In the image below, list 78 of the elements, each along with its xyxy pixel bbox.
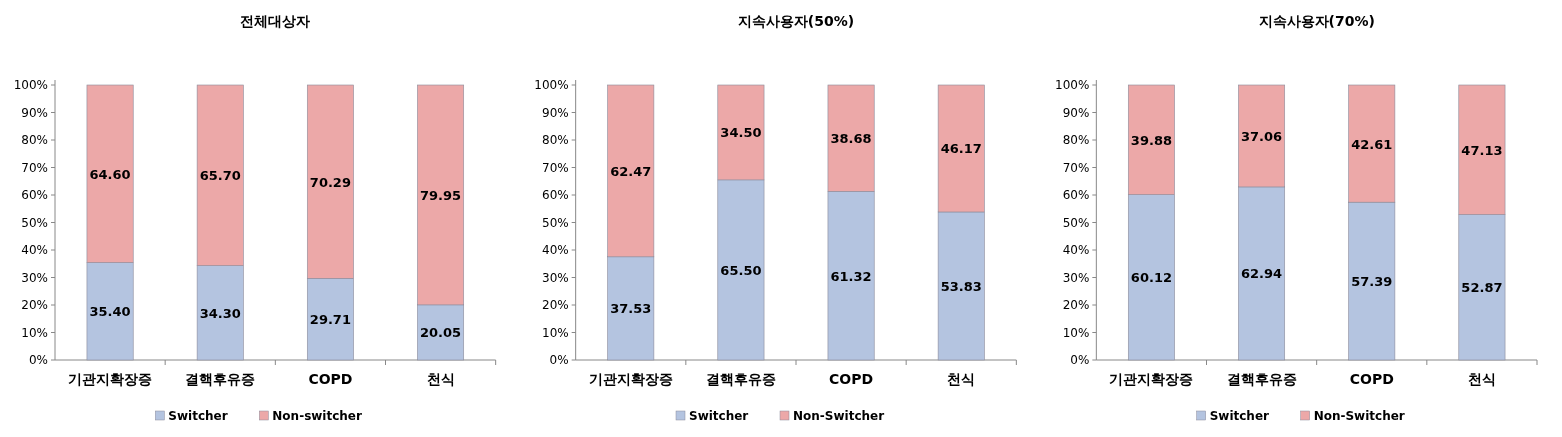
y-tick-label: 70% (1062, 160, 1090, 175)
data-label: 52.87 (1461, 280, 1503, 296)
data-label: 62.94 (1241, 266, 1283, 282)
y-tick-label: 50% (1062, 215, 1090, 230)
y-tick-label: 30% (21, 270, 48, 285)
y-tick-label: 60% (1062, 188, 1090, 202)
y-tick-label: 40% (1062, 243, 1090, 257)
data-label: 39.88 (1130, 132, 1172, 148)
y-tick-label: 40% (541, 243, 569, 257)
y-tick-label: 60% (21, 188, 48, 202)
data-label: 61.32 (830, 268, 872, 284)
data-label: 65.50 (720, 262, 762, 278)
x-tick-label: 기관지확장증 (1109, 371, 1194, 387)
chart-title: 지속사용자(50%) (737, 13, 855, 29)
y-tick-label: 0% (549, 353, 569, 367)
data-label: 20.05 (420, 325, 462, 341)
y-tick-label: 40% (21, 243, 48, 257)
x-tick-label: COPD (829, 371, 874, 387)
chart-title: 지속사용자(70%) (1258, 13, 1375, 29)
data-label: 60.12 (1130, 270, 1172, 286)
x-tick-label: 천식 (947, 371, 976, 387)
y-tick-label: 70% (21, 160, 48, 175)
y-tick-label: 100% (534, 78, 569, 92)
y-tick-label: 30% (1062, 270, 1090, 285)
y-tick-label: 60% (541, 188, 569, 202)
y-tick-label: 20% (1062, 298, 1090, 312)
data-label: 46.17 (940, 141, 982, 157)
data-label: 53.83 (940, 278, 982, 294)
data-label: 34.50 (720, 125, 762, 141)
x-tick-label: 결핵후유증 (1226, 371, 1297, 387)
y-tick-label: 20% (541, 298, 569, 312)
y-tick-label: 10% (21, 325, 48, 340)
y-tick-label: 10% (541, 325, 569, 340)
y-tick-label: 0% (28, 353, 48, 367)
data-label: 79.95 (420, 187, 462, 203)
x-tick-label: COPD (308, 371, 353, 387)
data-label: 37.53 (610, 301, 652, 317)
data-label: 57.39 (1351, 274, 1393, 290)
y-tick-label: 90% (1062, 105, 1090, 120)
y-tick-label: 20% (21, 298, 48, 312)
x-tick-label: COPD (1349, 371, 1394, 387)
data-label: 70.29 (309, 174, 351, 190)
y-tick-label: 90% (21, 105, 48, 120)
y-tick-label: 30% (541, 270, 569, 285)
y-tick-label: 80% (1062, 133, 1090, 147)
data-label: 29.71 (309, 312, 351, 328)
y-tick-label: 50% (541, 215, 569, 230)
legend-label: Non-Switcher (1313, 409, 1405, 423)
y-tick-label: 80% (541, 133, 569, 147)
legend-label: Switcher (168, 409, 228, 423)
legend-label: Switcher (1209, 409, 1270, 423)
y-tick-label: 0% (1070, 353, 1090, 367)
x-tick-label: 기관지확장증 (588, 371, 673, 387)
x-tick-label: 천식 (426, 371, 455, 387)
chart-title: 전체대상자 (240, 13, 311, 29)
data-label: 38.68 (830, 131, 872, 147)
data-label: 35.40 (89, 304, 131, 320)
data-label: 65.70 (199, 168, 241, 184)
legend-label: Non-switcher (272, 409, 363, 423)
data-label: 34.30 (199, 305, 241, 321)
legend-label: Switcher (689, 409, 749, 423)
y-tick-label: 10% (1062, 325, 1090, 340)
x-tick-label: 결핵후유증 (185, 371, 256, 387)
x-tick-label: 천식 (1467, 371, 1496, 387)
x-tick-label: 기관지확장증 (68, 371, 153, 387)
x-tick-label: 결핵후유증 (705, 371, 776, 387)
y-tick-label: 100% (1055, 78, 1090, 92)
data-label: 47.13 (1461, 142, 1503, 158)
y-tick-label: 90% (541, 105, 569, 120)
data-label: 37.06 (1241, 128, 1283, 144)
data-label: 62.47 (610, 163, 652, 179)
y-tick-label: 50% (21, 215, 48, 230)
data-label: 64.60 (89, 166, 131, 182)
y-tick-label: 80% (21, 133, 48, 147)
data-label: 42.61 (1351, 136, 1393, 152)
y-tick-label: 70% (541, 160, 569, 175)
y-tick-label: 100% (13, 78, 48, 92)
legend-label: Non-Switcher (793, 409, 885, 423)
